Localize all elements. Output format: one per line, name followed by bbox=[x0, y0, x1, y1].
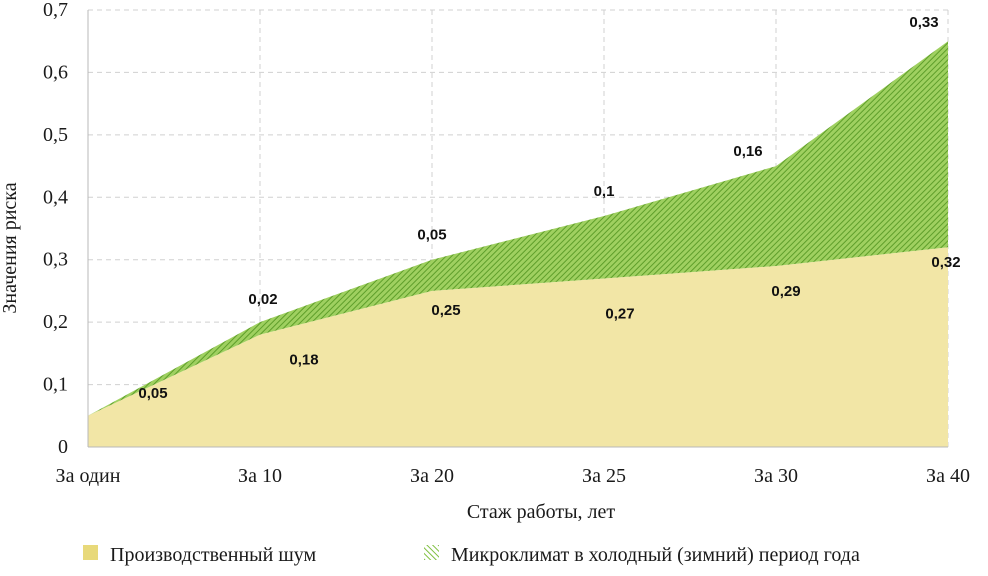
y-tick-label: 0,4 bbox=[43, 186, 68, 208]
x-tick-label: За один bbox=[56, 465, 121, 487]
x-axis-title: Стаж работы, лет bbox=[467, 501, 616, 523]
data-label-noise: 0,32 bbox=[931, 254, 960, 271]
y-tick-label: 0,3 bbox=[43, 249, 68, 271]
areas bbox=[88, 41, 948, 447]
data-label-microclimate: 0,33 bbox=[909, 14, 938, 31]
data-label-noise: 0,29 bbox=[771, 283, 800, 300]
y-tick-label: 0,1 bbox=[43, 374, 68, 396]
x-tick-label: За 40 bbox=[926, 465, 970, 487]
data-label-noise: 0,27 bbox=[605, 305, 634, 322]
data-label-microclimate: 0,02 bbox=[248, 291, 277, 308]
area-series-noise bbox=[88, 247, 948, 447]
legend: Производственный шум Микроклимат в холод… bbox=[83, 544, 860, 566]
y-tick-label: 0 bbox=[58, 436, 68, 458]
x-tick-label: За 20 bbox=[410, 465, 454, 487]
data-label-microclimate: 0,16 bbox=[733, 143, 762, 160]
area-series-microclimate bbox=[88, 41, 948, 416]
data-labels: 0,05 0,18 0,25 0,27 0,29 0,32 0,02 0,05 0,1 0,16 0… bbox=[138, 14, 960, 402]
y-axis-title: Значения риска bbox=[0, 182, 21, 313]
x-tick-label: За 10 bbox=[238, 465, 282, 487]
data-label-microclimate: 0,1 bbox=[594, 183, 615, 200]
axes: 0 0,1 0,2 0,3 0,4 0,5 0,6 0,7 За один За 10 За 20 З… bbox=[43, 0, 970, 487]
legend-swatch-noise bbox=[83, 545, 98, 560]
x-tick-label: За 30 bbox=[754, 465, 798, 487]
data-label-noise: 0,18 bbox=[289, 352, 318, 369]
data-label-noise: 0,25 bbox=[431, 302, 460, 319]
data-label-microclimate: 0,05 bbox=[417, 227, 446, 244]
legend-label-microclimate: Микроклимат в холодный (зимний) период г… bbox=[451, 544, 860, 566]
y-tick-label: 0,7 bbox=[43, 0, 68, 21]
data-label-noise: 0,05 bbox=[138, 385, 167, 402]
y-tick-label: 0,2 bbox=[43, 311, 68, 333]
y-tick-label: 0,5 bbox=[43, 124, 68, 146]
legend-swatch-microclimate bbox=[424, 545, 439, 560]
y-tick-label: 0,6 bbox=[43, 61, 68, 83]
legend-label-noise: Производственный шум bbox=[110, 544, 316, 566]
x-tick-label: За 25 bbox=[582, 465, 626, 487]
